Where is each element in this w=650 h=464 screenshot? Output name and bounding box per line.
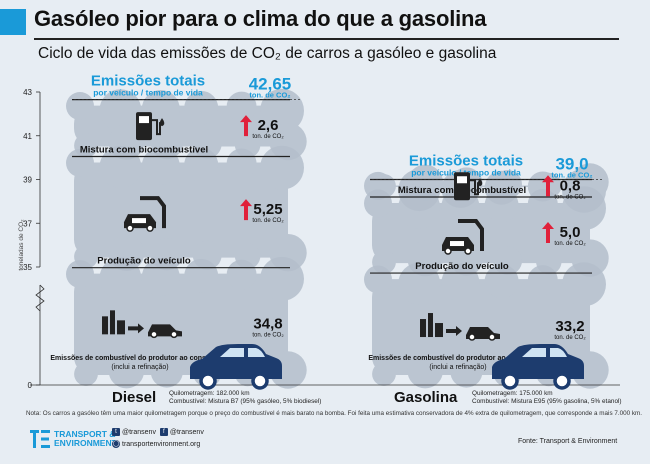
refinery-icon — [102, 310, 144, 335]
title-rule — [34, 38, 619, 40]
segment-unit: ton. de CO₂ — [554, 194, 586, 200]
segments-layer — [72, 99, 602, 274]
car-icon-diesel — [190, 344, 282, 390]
cloud-gasolina-2 — [364, 163, 609, 213]
footer: TRANSPORT & ENVIRONMENT t @transenv f @tra… — [0, 424, 650, 464]
y-tick-label: 37 — [23, 219, 32, 228]
totals-title: Emissões totais — [409, 153, 523, 170]
segment-unit: ton. de CO₂ — [252, 218, 284, 224]
fuel-pump-icon — [454, 172, 483, 201]
globe-icon: ◯ — [112, 440, 120, 448]
segment-label: Produção do veículo — [97, 256, 191, 267]
title-bar: Gasóleo pior para o clima do que a gasol… — [0, 0, 650, 68]
segment-unit: ton. de CO₂ — [554, 241, 586, 247]
website-row: ◯ transportenvironment.org — [112, 440, 200, 448]
segment-unit: ton. de CO₂ — [252, 332, 284, 338]
segment-label: Emissões de combustível do produtor ao c… — [368, 355, 548, 362]
total-value: 42,65 — [249, 75, 292, 94]
segment-label-suffix: (inclui a refinação) — [111, 364, 168, 371]
car-fuel: Combustível: Mistura E95 (95% gasolina, … — [472, 398, 622, 405]
accent-square — [0, 9, 26, 35]
segment-label-suffix: (inclui a refinação) — [429, 364, 486, 371]
segment-value: 0,8 — [560, 177, 581, 194]
footnote: Nota: Os carros a gasóleo têm uma maior … — [26, 410, 643, 417]
segment-value: 2,6 — [258, 117, 279, 134]
fuel-pump-icon — [136, 112, 165, 141]
y-tick-label: 39 — [23, 176, 32, 185]
y-tick-label: 43 — [23, 88, 32, 97]
segment-label: Produção do veículo — [415, 261, 509, 272]
red-up-arrow-icon — [240, 115, 252, 137]
twitter-icon: t — [112, 428, 120, 436]
total-unit: ton. de CO₂ — [249, 91, 290, 100]
car-fuel: Combustível: Mistura B7 (95% gasóleo, 5%… — [169, 398, 321, 405]
segment-value: 33,2 — [555, 318, 584, 335]
refinery-icon — [420, 313, 462, 338]
segment-label: Emissões de combustível do produtor ao c… — [50, 355, 230, 362]
small-car-icon — [148, 324, 182, 339]
totals-title: Emissões totais — [91, 73, 205, 90]
red-up-arrow-icon — [542, 175, 554, 197]
totals-subtitle: por veículo / tempo de vida — [93, 88, 203, 98]
org-name-line1: TRANSPORT & — [54, 429, 116, 439]
car-name: Gasolina — [394, 389, 458, 406]
facebook-handle: @transenv — [169, 428, 204, 436]
chart-subtitle: Ciclo de vida das emissões de CO₂ de car… — [38, 45, 497, 62]
factory-robot-icon — [442, 219, 484, 255]
car-name: Diesel — [112, 389, 156, 406]
y-axis: 0 35 37 39 41 43 toneladas de CO₂ — [18, 88, 620, 390]
total-unit: ton. de CO₂ — [551, 171, 592, 180]
factory-robot-icon — [124, 196, 166, 232]
social-handles: t @transenv f @transenv — [112, 428, 204, 436]
axis-break-mark — [35, 284, 45, 312]
org-name: TRANSPORT & ENVIRONMENT — [54, 430, 117, 448]
car-mileage: Quilometragem: 175.000 km — [472, 390, 553, 397]
y-tick-label: 0 — [28, 381, 33, 390]
segment-value: 5,25 — [253, 201, 282, 218]
twitter-handle: @transenv — [122, 428, 156, 436]
y-tick-label: 41 — [23, 132, 32, 141]
chart-title: Gasóleo pior para o clima do que a gasol… — [34, 6, 487, 31]
segment-unit: ton. de CO₂ — [554, 335, 586, 341]
org-name-line2: ENVIRONMENT — [54, 438, 117, 448]
red-up-arrow-icon — [542, 222, 554, 244]
car-icon-gasolina — [492, 344, 584, 390]
website-link[interactable]: transportenvironment.org — [122, 440, 201, 448]
source-note: Fonte: Transport & Environment — [518, 438, 618, 445]
small-car-icon — [466, 327, 500, 341]
te-logo-icon — [30, 430, 50, 448]
segment-value: 34,8 — [253, 315, 282, 332]
y-tick-label: 35 — [23, 263, 32, 272]
y-axis-label: toneladas de CO₂ — [18, 219, 25, 271]
segment-value: 5,0 — [560, 224, 581, 241]
total-value: 39,0 — [555, 155, 588, 174]
car-mileage: Quilometragem: 182.000 km — [169, 390, 250, 397]
red-up-arrow-icon — [240, 199, 252, 221]
segment-unit: ton. de CO₂ — [252, 134, 284, 140]
facebook-icon: f — [159, 428, 168, 436]
segment-label: Mistura com biocombustível — [80, 145, 208, 156]
